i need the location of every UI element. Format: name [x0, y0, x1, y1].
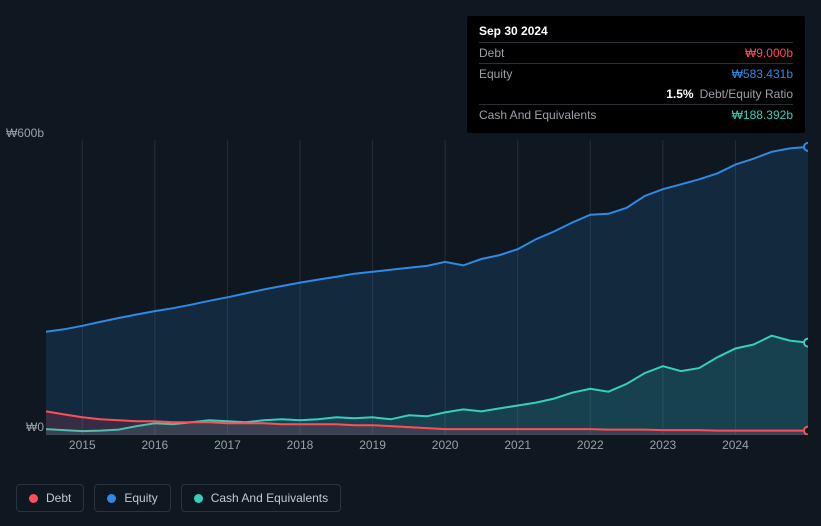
- x-axis: 2015 2016 2017 2018 2019 2020 2021 2022 2023 2024: [46, 438, 808, 456]
- ratio-pct: 1.5%: [666, 87, 693, 101]
- legend: Debt Equity Cash And Equivalents: [16, 484, 341, 512]
- tooltip-row-equity: Equity ₩583.431b: [479, 63, 793, 84]
- y-tick-bottom: ₩0: [26, 420, 44, 434]
- x-tick: 2019: [359, 438, 386, 452]
- ratio-label: Debt/Equity Ratio: [700, 87, 793, 101]
- chart-tooltip: Sep 30 2024 Debt ₩9.000b Equity ₩583.431…: [467, 16, 805, 133]
- x-tick: 2023: [649, 438, 676, 452]
- x-tick: 2018: [287, 438, 314, 452]
- tooltip-date: Sep 30 2024: [479, 24, 793, 42]
- x-tick: 2021: [504, 438, 531, 452]
- plot-area[interactable]: [46, 140, 808, 435]
- x-tick: 2015: [69, 438, 96, 452]
- legend-label: Debt: [46, 491, 71, 505]
- legend-dot-icon: [194, 494, 203, 503]
- x-tick: 2017: [214, 438, 241, 452]
- legend-item-cash[interactable]: Cash And Equivalents: [181, 484, 341, 512]
- tooltip-label: Debt: [479, 46, 504, 60]
- x-tick: 2022: [577, 438, 604, 452]
- tooltip-row-debt: Debt ₩9.000b: [479, 42, 793, 63]
- legend-label: Equity: [124, 491, 157, 505]
- chart: ₩600b ₩0 2015 2016 2017 2018 2019 2020 2021 202…: [0, 120, 821, 460]
- tooltip-ratio: 1.5% Debt/Equity Ratio: [479, 84, 793, 104]
- tooltip-value: ₩9.000b: [745, 46, 793, 60]
- legend-label: Cash And Equivalents: [211, 491, 328, 505]
- x-tick: 2020: [432, 438, 459, 452]
- y-tick-top: ₩600b: [6, 126, 44, 140]
- tooltip-label: Equity: [479, 67, 512, 81]
- legend-dot-icon: [107, 494, 116, 503]
- legend-dot-icon: [29, 494, 38, 503]
- x-tick: 2024: [722, 438, 749, 452]
- legend-item-equity[interactable]: Equity: [94, 484, 170, 512]
- x-tick: 2016: [141, 438, 168, 452]
- tooltip-value: ₩583.431b: [732, 67, 793, 81]
- chart-svg: [46, 140, 808, 435]
- legend-item-debt[interactable]: Debt: [16, 484, 84, 512]
